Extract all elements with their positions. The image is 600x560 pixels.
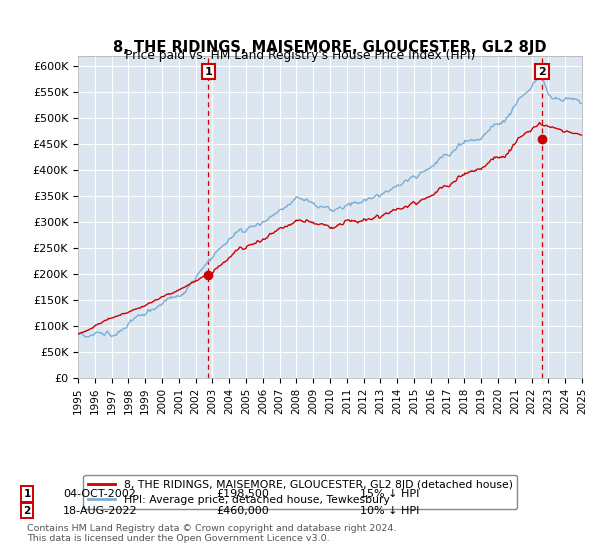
Text: Contains HM Land Registry data © Crown copyright and database right 2024.: Contains HM Land Registry data © Crown c… bbox=[27, 524, 397, 533]
Text: 2: 2 bbox=[538, 67, 546, 77]
Text: 18-AUG-2022: 18-AUG-2022 bbox=[63, 506, 137, 516]
Title: 8, THE RIDINGS, MAISEMORE, GLOUCESTER, GL2 8JD: 8, THE RIDINGS, MAISEMORE, GLOUCESTER, G… bbox=[113, 40, 547, 55]
Legend: 8, THE RIDINGS, MAISEMORE, GLOUCESTER, GL2 8JD (detached house), HPI: Average pr: 8, THE RIDINGS, MAISEMORE, GLOUCESTER, G… bbox=[83, 475, 517, 509]
Text: 15% ↓ HPI: 15% ↓ HPI bbox=[360, 489, 419, 499]
Text: £198,500: £198,500 bbox=[216, 489, 269, 499]
Text: £460,000: £460,000 bbox=[216, 506, 269, 516]
Text: Price paid vs. HM Land Registry's House Price Index (HPI): Price paid vs. HM Land Registry's House … bbox=[125, 49, 475, 62]
Text: 1: 1 bbox=[23, 489, 31, 499]
Text: 1: 1 bbox=[205, 67, 212, 77]
Text: 04-OCT-2002: 04-OCT-2002 bbox=[63, 489, 136, 499]
Text: This data is licensed under the Open Government Licence v3.0.: This data is licensed under the Open Gov… bbox=[27, 534, 329, 543]
Text: 2: 2 bbox=[23, 506, 31, 516]
Text: 10% ↓ HPI: 10% ↓ HPI bbox=[360, 506, 419, 516]
